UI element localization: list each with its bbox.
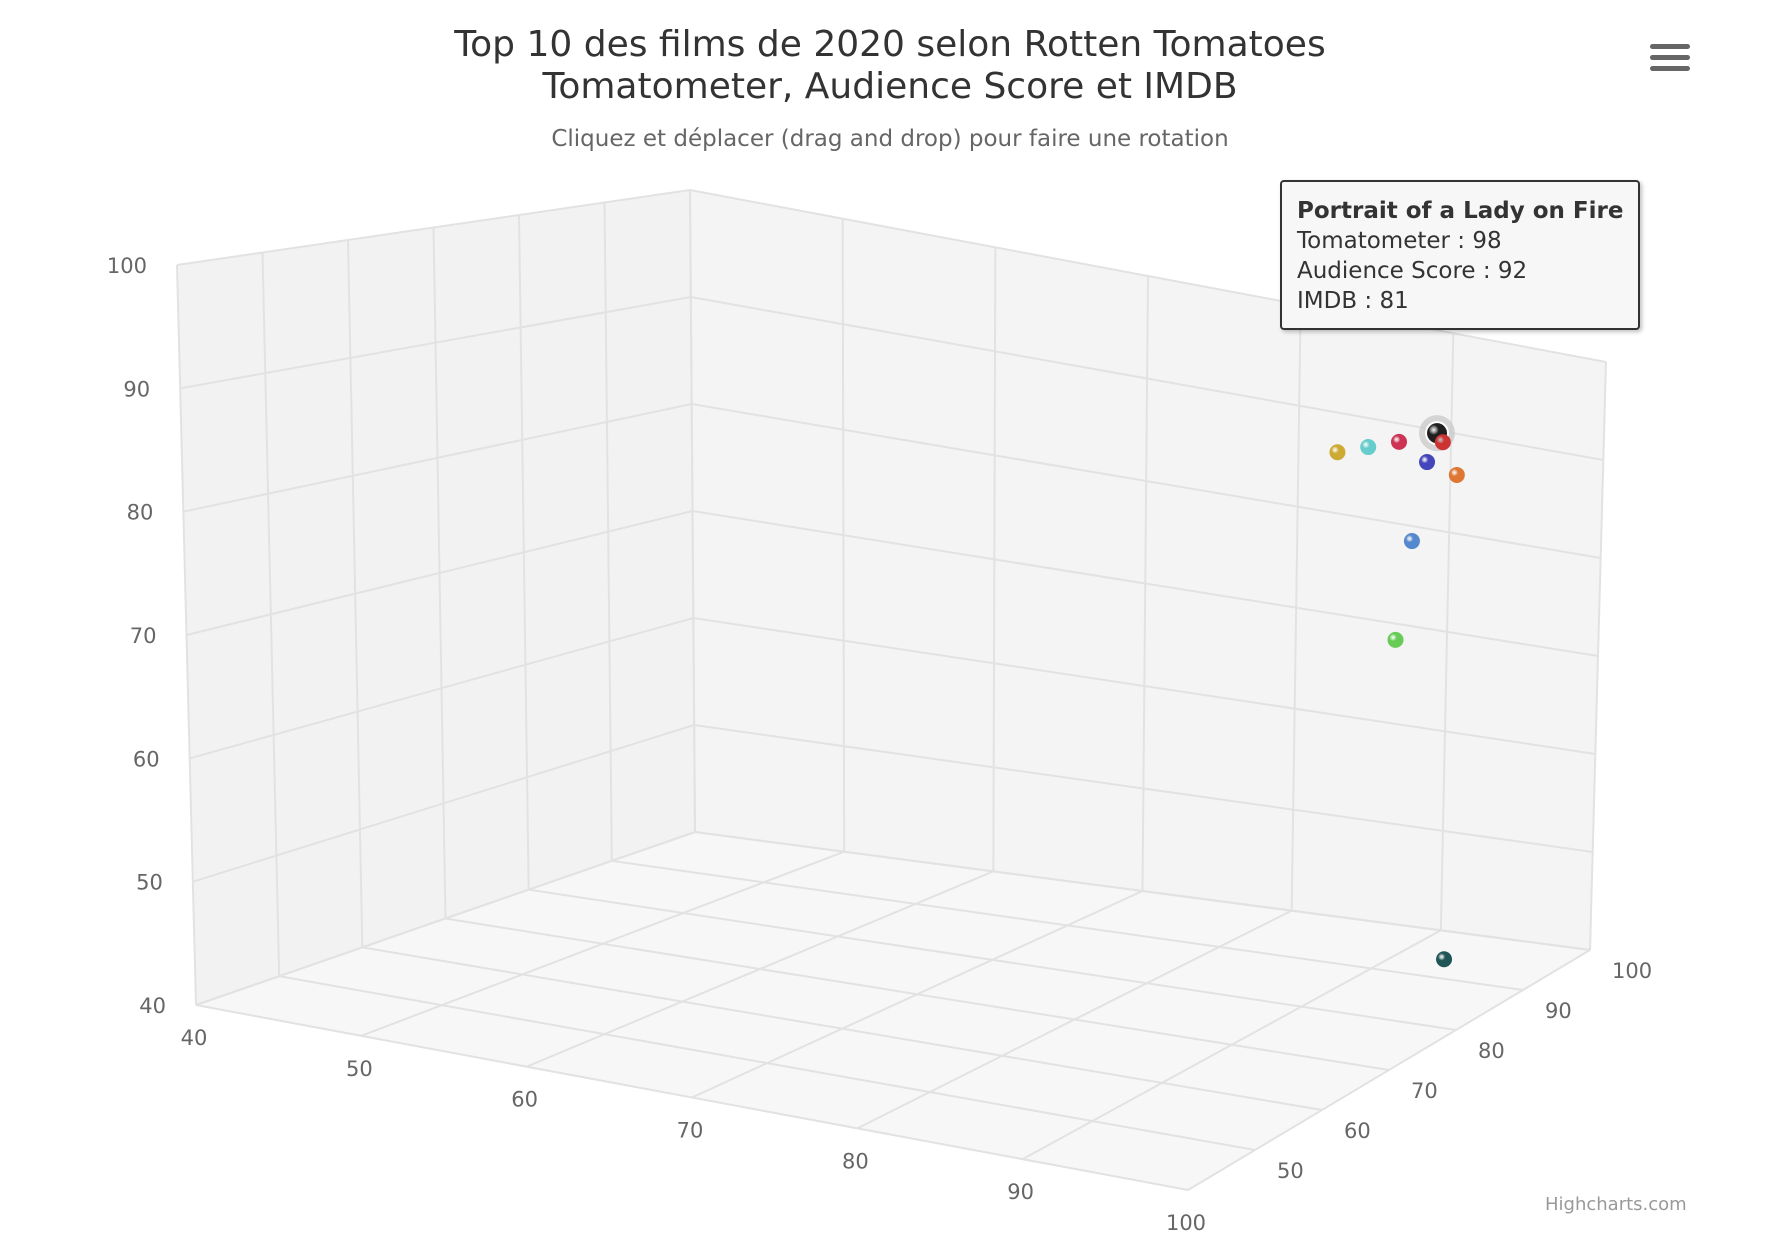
data-point[interactable]	[1434, 434, 1451, 451]
tooltip-line-imdb: IMDB : 81	[1297, 288, 1409, 314]
credits-link[interactable]: Highcharts.com	[1545, 1194, 1687, 1215]
data-point[interactable]	[1391, 433, 1408, 450]
x-tick-label: 40	[181, 1026, 208, 1050]
tooltip: Portrait of a Lady on Fire Tomatometer :…	[1280, 180, 1641, 330]
y-tick-label: 50	[136, 871, 163, 895]
z-gridline-floor	[611, 859, 1524, 991]
menu-bar-icon	[1650, 66, 1690, 71]
data-point[interactable]	[1387, 631, 1404, 648]
y-tick-label: 70	[130, 624, 157, 648]
chart-subtitle: Cliquez et déplacer (drag and drop) pour…	[551, 126, 1229, 152]
z-gridline-left	[603, 202, 613, 861]
x-tick-label: 80	[842, 1149, 869, 1173]
z-tick-label: 70	[1411, 1079, 1438, 1103]
data-point[interactable]	[1419, 454, 1436, 471]
y-gridline-back	[689, 189, 1607, 363]
z-gridline-left	[689, 189, 696, 833]
data-point[interactable]	[1403, 533, 1420, 550]
left-wall-panel	[177, 190, 695, 1005]
x-gridline-back	[1589, 361, 1607, 951]
y-tick-label: 80	[127, 501, 154, 525]
tooltip-line-audience: Audience Score : 92	[1297, 258, 1528, 284]
data-point[interactable]	[1329, 444, 1346, 461]
tooltip-line-tomatometer: Tomatometer : 98	[1297, 228, 1502, 254]
x-tick-label: 100	[1166, 1211, 1206, 1235]
x-gridline-floor	[1187, 949, 1591, 1191]
x-tick-label: 60	[511, 1088, 538, 1112]
grid-layer	[176, 189, 1607, 1191]
z-tick-label: 60	[1344, 1119, 1371, 1143]
x-tick-label: 70	[677, 1119, 704, 1143]
z-tick-label: 90	[1545, 999, 1572, 1023]
data-points	[1329, 415, 1465, 968]
tooltip-title: Portrait of a Lady on Fire	[1297, 198, 1624, 224]
chart-title-line-2: Tomatometer, Audience Score et IMDB	[542, 66, 1238, 107]
chart-title-line-1: Top 10 des films de 2020 selon Rotten To…	[454, 24, 1326, 65]
z-gridline-floor	[694, 831, 1591, 951]
floor-panel	[196, 832, 1590, 1190]
z-tick-label: 100	[1612, 959, 1652, 983]
z-tick-label: 80	[1478, 1039, 1505, 1063]
x-tick-label: 50	[346, 1057, 373, 1081]
y-tick-label: 90	[123, 377, 150, 401]
data-point[interactable]	[1360, 439, 1377, 456]
menu-bar-icon	[1650, 44, 1690, 49]
y-tick-label: 100	[107, 254, 147, 278]
x-tick-label: 90	[1007, 1180, 1034, 1204]
data-point[interactable]	[1448, 466, 1465, 483]
chart-title: Top 10 des films de 2020 selon Rotten To…	[0, 24, 1780, 108]
y-tick-label: 40	[139, 994, 166, 1018]
z-tick-label: 50	[1277, 1159, 1304, 1183]
y-gridline-left	[176, 189, 691, 266]
menu-bar-icon	[1650, 55, 1690, 60]
hamburger-menu-icon[interactable]	[1650, 44, 1690, 78]
y-tick-label: 60	[133, 747, 160, 771]
tick-labels: 40 50 60 70 80 90 100 40 50 60 70 80 90 100 50 60 70 80 90…	[107, 254, 1652, 1235]
back-wall-panel	[690, 190, 1606, 950]
data-point[interactable]	[1436, 951, 1453, 968]
